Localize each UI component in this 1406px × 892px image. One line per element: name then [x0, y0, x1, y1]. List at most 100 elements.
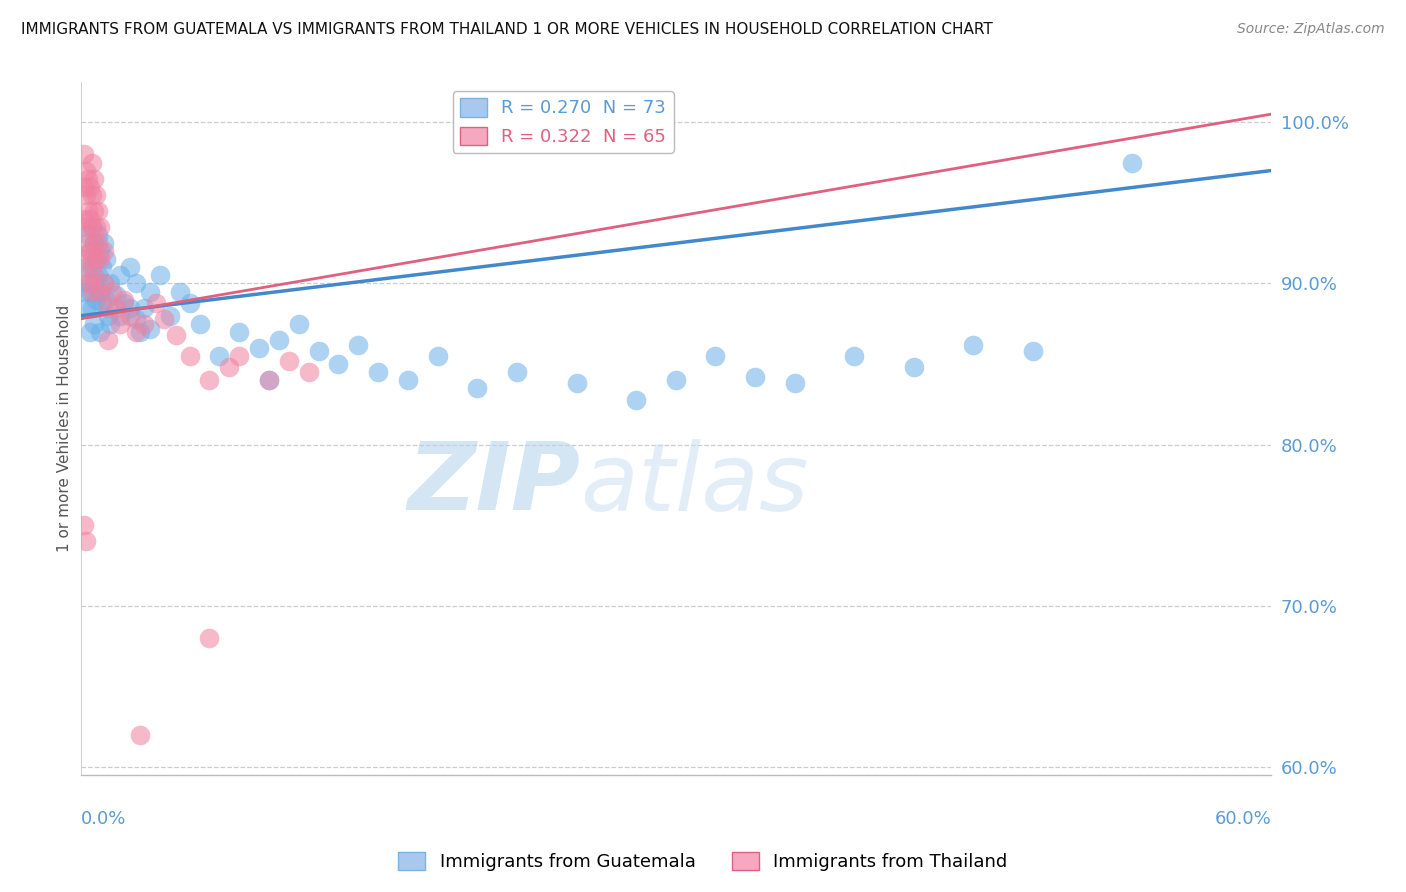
Point — [96, 252, 118, 267]
Point — [228, 325, 250, 339]
Point — [744, 370, 766, 384]
Point — [125, 312, 148, 326]
Text: IMMIGRANTS FROM GUATEMALA VS IMMIGRANTS FROM THAILAND 1 OR MORE VEHICLES IN HOUS: IMMIGRANTS FROM GUATEMALA VS IMMIGRANTS … — [21, 22, 993, 37]
Point — [149, 268, 172, 283]
Point — [165, 328, 187, 343]
Point — [89, 325, 111, 339]
Point — [105, 287, 128, 301]
Point — [962, 337, 984, 351]
Point — [308, 344, 330, 359]
Legend: Immigrants from Guatemala, Immigrants from Thailand: Immigrants from Guatemala, Immigrants fr… — [391, 845, 1015, 879]
Point — [82, 260, 104, 275]
Point — [73, 285, 96, 299]
Point — [120, 309, 142, 323]
Point — [83, 277, 105, 291]
Point — [198, 631, 221, 645]
Point — [73, 211, 96, 226]
Point — [1121, 155, 1143, 169]
Point — [120, 260, 142, 275]
Text: Source: ZipAtlas.com: Source: ZipAtlas.com — [1237, 22, 1385, 37]
Point — [844, 349, 866, 363]
Point — [83, 317, 105, 331]
Point — [783, 376, 806, 391]
Point — [89, 252, 111, 267]
Point — [132, 301, 155, 315]
Point — [112, 293, 135, 307]
Point — [426, 349, 449, 363]
Point — [79, 179, 101, 194]
Point — [228, 349, 250, 363]
Point — [139, 321, 162, 335]
Point — [83, 171, 105, 186]
Point — [93, 277, 115, 291]
Point — [75, 163, 97, 178]
Text: 60.0%: 60.0% — [1215, 810, 1271, 828]
Point — [83, 268, 105, 283]
Point — [208, 349, 231, 363]
Text: 0.0%: 0.0% — [80, 810, 127, 828]
Point — [624, 392, 647, 407]
Point — [77, 268, 100, 283]
Point — [704, 349, 727, 363]
Point — [257, 373, 280, 387]
Point — [87, 268, 110, 283]
Point — [467, 381, 489, 395]
Legend: R = 0.270  N = 73, R = 0.322  N = 65: R = 0.270 N = 73, R = 0.322 N = 65 — [453, 91, 673, 153]
Point — [98, 317, 121, 331]
Point — [86, 293, 108, 307]
Point — [91, 260, 114, 275]
Point — [86, 187, 108, 202]
Point — [903, 360, 925, 375]
Point — [75, 219, 97, 234]
Point — [98, 277, 121, 291]
Point — [218, 360, 240, 375]
Point — [328, 357, 350, 371]
Point — [91, 295, 114, 310]
Point — [129, 728, 152, 742]
Point — [82, 301, 104, 315]
Point — [93, 236, 115, 251]
Point — [277, 354, 299, 368]
Point — [87, 236, 110, 251]
Point — [101, 285, 124, 299]
Point — [169, 285, 191, 299]
Point — [89, 244, 111, 259]
Point — [367, 365, 389, 379]
Point — [97, 333, 120, 347]
Point — [73, 518, 96, 533]
Point — [87, 203, 110, 218]
Point — [257, 373, 280, 387]
Y-axis label: 1 or more Vehicles in Household: 1 or more Vehicles in Household — [58, 305, 72, 552]
Point — [153, 312, 176, 326]
Point — [247, 341, 270, 355]
Point — [82, 155, 104, 169]
Point — [506, 365, 529, 379]
Point — [93, 244, 115, 259]
Point — [82, 187, 104, 202]
Point — [86, 219, 108, 234]
Point — [89, 285, 111, 299]
Point — [79, 244, 101, 259]
Point — [120, 301, 142, 315]
Text: atlas: atlas — [581, 439, 808, 530]
Point — [139, 285, 162, 299]
Point — [79, 325, 101, 339]
Point — [79, 211, 101, 226]
Point — [96, 293, 118, 307]
Point — [159, 309, 181, 323]
Point — [82, 285, 104, 299]
Point — [298, 365, 321, 379]
Point — [73, 147, 96, 161]
Point — [89, 219, 111, 234]
Point — [75, 301, 97, 315]
Point — [108, 317, 131, 331]
Point — [75, 534, 97, 549]
Point — [87, 228, 110, 243]
Point — [86, 252, 108, 267]
Point — [79, 277, 101, 291]
Point — [198, 373, 221, 387]
Point — [188, 317, 211, 331]
Point — [108, 268, 131, 283]
Point — [83, 203, 105, 218]
Point — [79, 285, 101, 299]
